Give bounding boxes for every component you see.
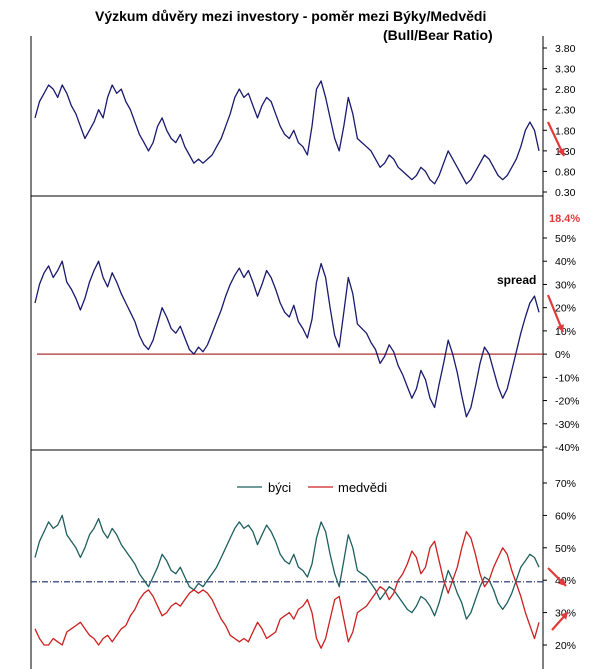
spread-label: spread bbox=[497, 273, 536, 287]
y-tick-label: 60% bbox=[555, 510, 576, 522]
y-tick-label: 2.30 bbox=[555, 105, 576, 117]
y-tick-label: -10% bbox=[555, 372, 580, 384]
chart-subtitle: (Bull/Bear Ratio) bbox=[383, 27, 493, 43]
arrow-down-right-icon bbox=[547, 567, 567, 587]
y-tick-label: 50% bbox=[555, 233, 576, 245]
y-tick-label: 3.80 bbox=[555, 43, 576, 55]
spread-series-line bbox=[34, 260, 540, 418]
y-tick-label: 70% bbox=[555, 478, 576, 490]
y-tick-label: 1.30 bbox=[555, 146, 576, 158]
legend-label-bears: medvědi bbox=[338, 480, 387, 495]
legend-label-bulls: býci bbox=[268, 480, 291, 495]
arrow-down-right-icon bbox=[547, 121, 565, 157]
y-tick-label: 3.30 bbox=[555, 64, 576, 76]
y-tick-label: 1.80 bbox=[555, 125, 576, 137]
ratio-series-line bbox=[34, 80, 540, 185]
y-tick-label: -30% bbox=[555, 419, 580, 431]
chart-title: Výzkum důvěry mezi investory - poměr mez… bbox=[95, 8, 487, 24]
bulls-series-line bbox=[34, 514, 540, 620]
y-tick-label: 40% bbox=[555, 256, 576, 268]
latest-spread-value: 18.4% bbox=[549, 213, 580, 225]
y-tick-label: 20% bbox=[555, 640, 576, 652]
arrow-down-right-icon bbox=[546, 294, 565, 333]
arrow-up-right-icon bbox=[551, 611, 569, 631]
y-tick-label: 2.80 bbox=[555, 84, 576, 96]
y-tick-label: 0.80 bbox=[555, 166, 576, 178]
y-tick-label: -20% bbox=[555, 396, 580, 408]
y-tick-label: 20% bbox=[555, 303, 576, 315]
y-tick-label: 0% bbox=[555, 349, 570, 361]
y-tick-label: 0.30 bbox=[555, 187, 576, 199]
y-tick-label: -40% bbox=[555, 442, 580, 454]
panel-bull-bear-ratio: 3.80 3.30 2.80 2.30 1.80 1.30 0.80 0.30 bbox=[34, 43, 576, 199]
y-tick-label: 30% bbox=[555, 279, 576, 291]
panel-spread: 50%40%30%20%10%0%-10%-20%-30%-40%spread1… bbox=[34, 213, 580, 454]
y-tick-label: 50% bbox=[555, 543, 576, 555]
bears-series-line bbox=[34, 530, 540, 649]
